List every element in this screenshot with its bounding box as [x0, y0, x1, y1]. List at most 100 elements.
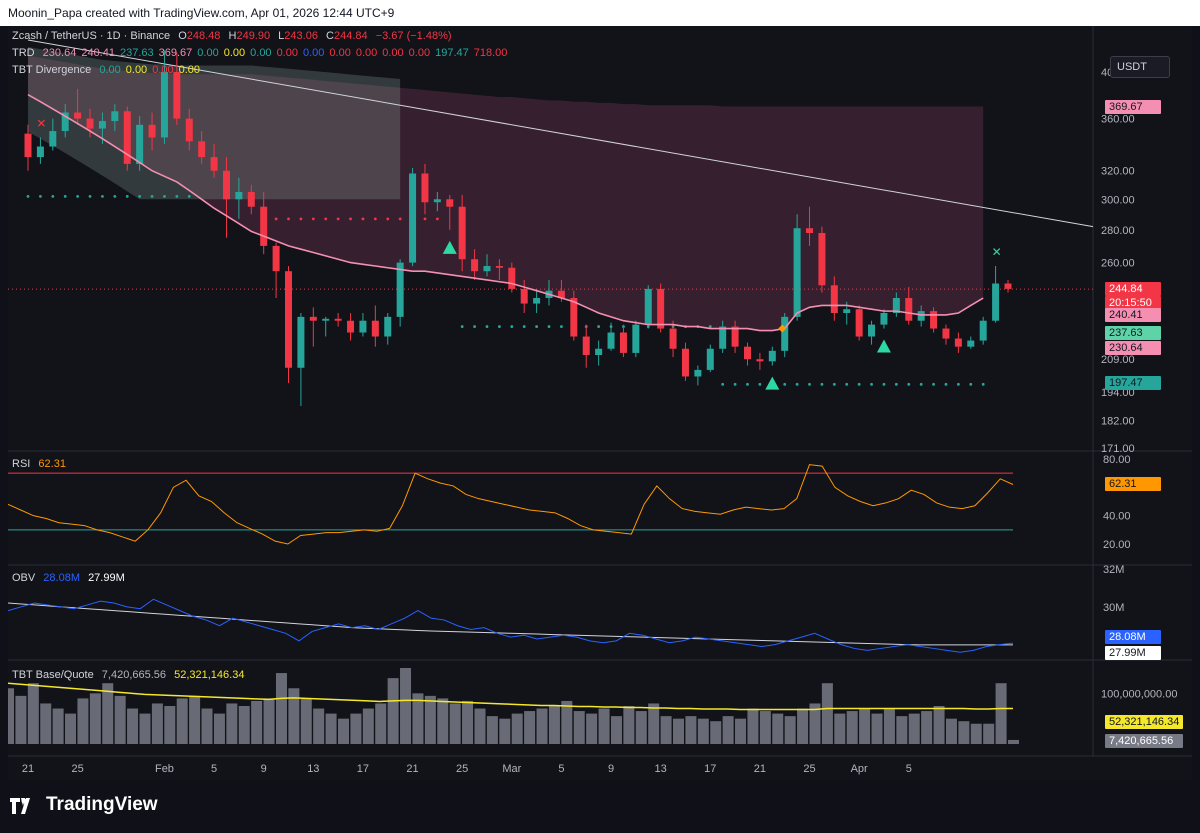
candle-body — [61, 112, 69, 132]
volume-bar — [859, 708, 871, 744]
volume-bar — [449, 703, 461, 744]
stop-dot — [76, 194, 80, 198]
volume-bar — [548, 706, 560, 744]
close-value: 244.84 — [333, 30, 368, 42]
chart-svg[interactable]: 400.00360.00320.00300.00280.00260.00209.… — [8, 26, 1192, 780]
tag-band-upper: 369.67 — [1105, 100, 1161, 114]
candle-body — [719, 326, 727, 349]
candle-body — [892, 298, 900, 314]
x-tick-label: 21 — [754, 763, 766, 775]
volume-average-line — [8, 682, 1013, 711]
candle-body — [322, 318, 330, 321]
rsi-legend: RSI 62.31 — [12, 458, 71, 470]
stop-dot — [113, 194, 117, 198]
candle-body — [359, 320, 367, 333]
currency-button[interactable]: USDT — [1110, 56, 1170, 78]
volume-bar — [660, 716, 672, 744]
candle-body — [731, 326, 739, 347]
tag-last-price: 244.84 — [1105, 282, 1161, 296]
x-tick-label: 25 — [803, 763, 815, 775]
volume-bar — [139, 713, 151, 744]
candle-body — [743, 346, 751, 360]
stop-dot — [783, 382, 787, 386]
candle-body — [644, 288, 652, 325]
candle-body — [458, 206, 466, 260]
stop-dot — [324, 217, 328, 221]
trd-value: 0.00 — [223, 47, 246, 59]
attribution-text: Moonin_Papa created with TradingView.com… — [8, 6, 395, 20]
stop-dot — [497, 325, 501, 328]
volume-bar — [896, 716, 908, 744]
stop-dot — [969, 382, 973, 386]
stop-dot — [808, 382, 811, 386]
volume-bar — [598, 708, 610, 744]
candle-body — [533, 298, 541, 304]
symbol-title: Zcash / TetherUS · 1D · Binance — [12, 30, 171, 42]
volume-bar — [424, 695, 436, 744]
volume-bar — [499, 718, 511, 744]
stop-dot — [373, 217, 377, 221]
trd-value: 230.64 — [42, 47, 77, 59]
candle-body — [247, 191, 255, 207]
x-tick-label: 5 — [558, 763, 564, 775]
candle-body — [557, 290, 565, 299]
rsi-tick-label: 40.00 — [1103, 511, 1131, 523]
bq-value-1: 7,420,665.56 — [101, 669, 167, 681]
volume-bar — [685, 716, 697, 744]
stop-dot — [758, 382, 762, 386]
x-tick-label: 25 — [71, 763, 83, 775]
candle-body — [905, 298, 913, 321]
y-tick-label: 194.00 — [1101, 387, 1135, 399]
candle-body — [123, 111, 131, 164]
candle-body — [967, 340, 975, 347]
y-tick-label: 280.00 — [1101, 225, 1135, 237]
obv-line — [8, 598, 1014, 653]
symbol-legend: Zcash / TetherUS · 1D · Binance O248.48 … — [12, 30, 457, 42]
candle-body — [669, 328, 677, 349]
stop-dot — [919, 382, 923, 386]
candle-body — [868, 324, 876, 337]
bq-tick-label: 100,000,000.00 — [1101, 688, 1177, 700]
stop-dot — [721, 382, 725, 386]
attribution-bar: Moonin_Papa created with TradingView.com… — [0, 0, 1200, 26]
trd-value: 369.67 — [158, 47, 193, 59]
trd-value: 0.00 — [329, 47, 351, 59]
low-value: 243.06 — [284, 30, 318, 42]
candle-body — [421, 173, 429, 203]
candle-body — [520, 288, 528, 304]
tag-band-mid: 237.63 — [1105, 326, 1161, 340]
volume-bar — [65, 713, 77, 744]
candle-body — [24, 133, 32, 158]
volume-bar — [536, 708, 548, 744]
candle-body — [74, 112, 82, 119]
volume-bar — [313, 708, 325, 744]
tag-ma: 240.41 — [1105, 308, 1161, 322]
chart-area[interactable]: 400.00360.00320.00300.00280.00260.00209.… — [8, 26, 1192, 780]
candle-body — [595, 348, 603, 355]
stop-dot — [175, 194, 179, 198]
volume-bar — [89, 693, 101, 744]
trd-legend: TRD 230.64 240.41 237.63 369.67 0.00 0.00 0.00… — [12, 47, 512, 59]
tbt-div-legend: TBT Divergence 0.00 0.00 0.00 0.00 — [12, 64, 205, 76]
candle-body — [582, 336, 590, 355]
open-value: 248.48 — [186, 30, 221, 42]
stop-dot — [101, 194, 104, 198]
stop-dot — [349, 217, 352, 221]
volume-bar — [883, 708, 895, 744]
volume-bar — [102, 683, 114, 744]
x-tick-label: 21 — [22, 763, 34, 775]
stop-dot — [907, 382, 911, 386]
candle-body — [347, 320, 355, 333]
volume-bar — [474, 708, 486, 744]
early-cloud — [28, 46, 401, 200]
moving-average-line — [27, 93, 984, 332]
stop-dot — [63, 194, 67, 198]
candle-body — [806, 228, 814, 233]
candle-body — [793, 228, 801, 317]
stop-dot — [981, 382, 985, 386]
volume-bar — [362, 708, 374, 744]
candle-body — [992, 283, 1000, 321]
volume-bar — [251, 700, 263, 744]
candle-body — [471, 259, 479, 272]
volume-bar — [524, 711, 536, 744]
